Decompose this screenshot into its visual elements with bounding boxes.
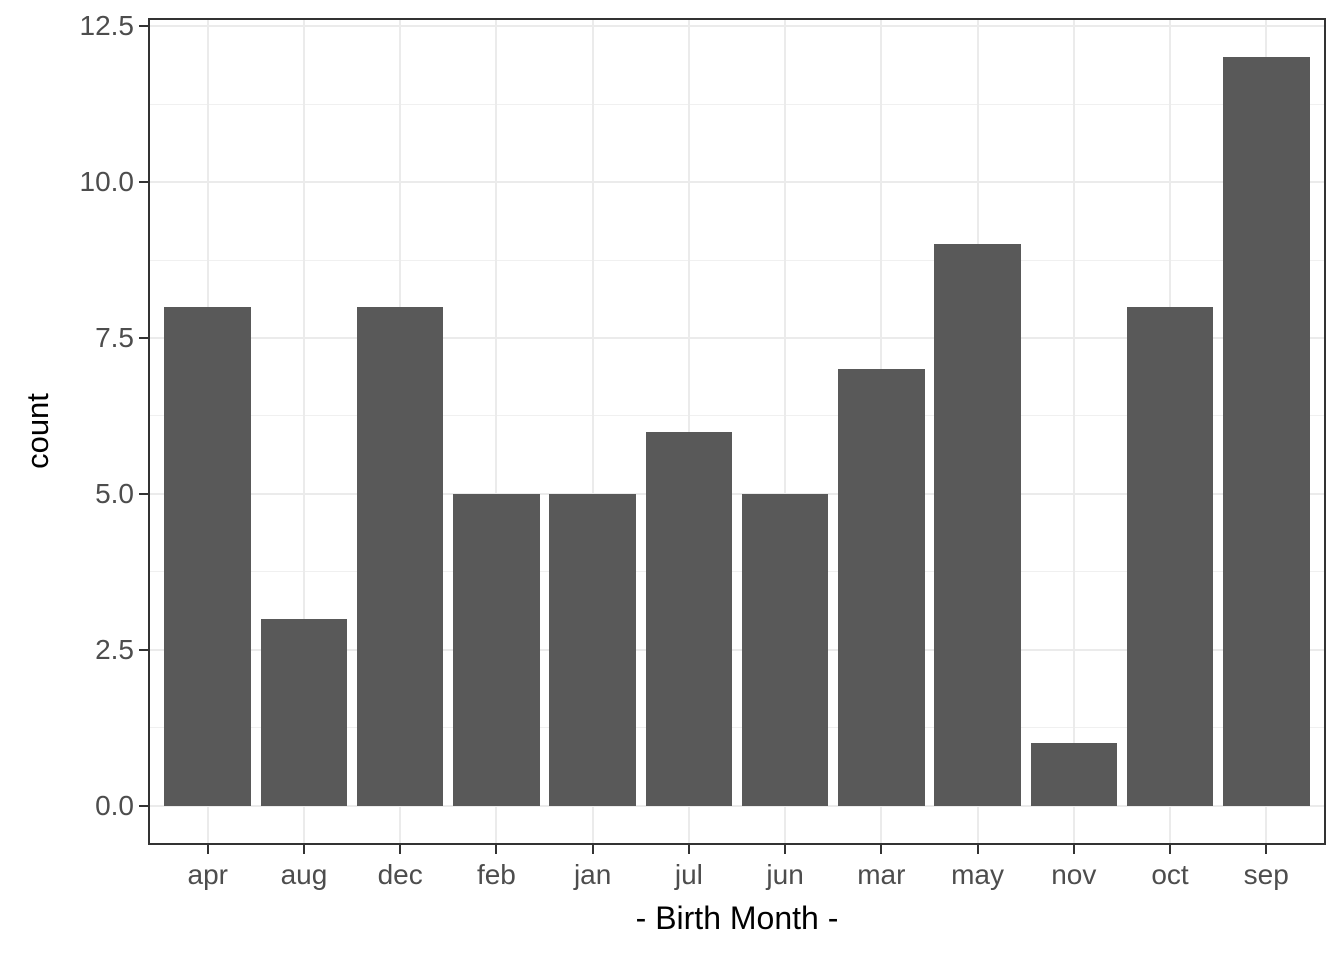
bar-dec — [356, 306, 444, 806]
x-tick-label-sep: sep — [1243, 859, 1289, 890]
x-tick-label-aug: aug — [280, 859, 328, 890]
gridline-horizontal-major — [150, 804, 1324, 807]
x-tick-label-dec: dec — [377, 859, 423, 890]
x-tick-mark — [399, 845, 402, 854]
y-tick-mark — [139, 25, 148, 28]
gridline-vertical-major — [302, 20, 305, 843]
gridline-horizontal-major — [150, 25, 1324, 28]
bar-jul — [645, 431, 733, 806]
x-tick-label-jan: jan — [573, 859, 612, 890]
y-tick-label: 7.5 — [95, 321, 134, 353]
bar-mar — [838, 369, 925, 806]
bar-aug — [260, 618, 348, 806]
bar-jun — [741, 493, 829, 806]
y-tick-mark — [139, 804, 148, 807]
x-axis-title: - Birth Month - — [635, 900, 839, 936]
plot-panel — [148, 18, 1326, 845]
gridline-horizontal-minor — [150, 571, 1324, 573]
x-tick-mark — [880, 845, 883, 854]
gridline-horizontal-minor — [150, 103, 1324, 105]
gridline-horizontal-minor — [150, 415, 1324, 417]
x-tick-mark — [1169, 845, 1172, 854]
x-tick-label-nov: nov — [1051, 859, 1097, 890]
x-tick-label-jun: jun — [766, 859, 804, 890]
bar-apr — [164, 306, 252, 806]
y-tick-label: 0.0 — [95, 789, 134, 821]
x-tick-mark — [495, 845, 498, 854]
bar-oct — [1126, 306, 1214, 806]
y-tick-label: 12.5 — [79, 10, 135, 42]
y-tick-mark — [139, 181, 148, 184]
x-tick-label-jul: jul — [674, 859, 703, 890]
bar-may — [934, 244, 1021, 806]
gridline-horizontal-minor — [150, 727, 1324, 729]
x-tick-label-apr: apr — [187, 859, 228, 890]
gridline-horizontal-major — [150, 181, 1324, 184]
x-tick-label-oct: oct — [1151, 859, 1189, 890]
y-tick-label: 2.5 — [95, 633, 134, 665]
x-tick-mark — [1072, 845, 1075, 854]
gridline-horizontal-minor — [150, 259, 1324, 261]
bar-nov — [1030, 743, 1118, 806]
gridline-vertical-major — [784, 20, 787, 843]
x-tick-mark — [1265, 845, 1268, 854]
x-tick-mark — [591, 845, 594, 854]
bar-sep — [1222, 57, 1310, 806]
bar-feb — [453, 493, 540, 806]
x-tick-label-mar: mar — [857, 859, 906, 890]
x-tick-mark — [687, 845, 690, 854]
x-tick-label-feb: feb — [476, 859, 516, 890]
gridline-horizontal-major — [150, 336, 1324, 339]
y-tick-label: 10.0 — [79, 166, 135, 198]
y-tick-label: 5.0 — [95, 477, 134, 509]
x-tick-label-may: may — [951, 859, 1005, 890]
y-axis-title: count — [20, 393, 55, 469]
gridline-vertical-major — [1072, 20, 1075, 843]
gridline-horizontal-major — [150, 492, 1324, 495]
x-tick-mark — [206, 845, 209, 854]
plot-panel-inner — [150, 20, 1324, 843]
x-tick-mark — [302, 845, 305, 854]
y-tick-mark — [139, 336, 148, 339]
y-tick-mark — [139, 648, 148, 651]
gridline-horizontal-major — [150, 648, 1324, 651]
gridline-vertical-major — [495, 20, 498, 843]
bar-jan — [549, 493, 636, 806]
x-tick-mark — [784, 845, 787, 854]
y-tick-mark — [139, 492, 148, 495]
x-tick-mark — [976, 845, 979, 854]
gridline-vertical-major — [591, 20, 594, 843]
